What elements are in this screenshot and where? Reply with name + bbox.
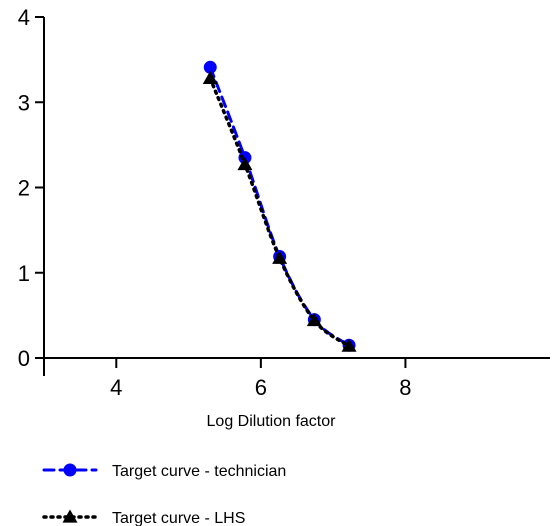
x-tick-label: 8 [399,375,411,400]
data-point [237,156,253,171]
y-tick-label: 1 [18,261,30,286]
axes: 0 1 2 3 4 4 6 8 [18,5,550,400]
data-point [341,338,357,352]
legend-marker [62,509,78,523]
x-axis-title: Log Dilution factor [207,413,337,430]
series-line [208,65,351,347]
data-point [306,312,322,327]
data-point [203,60,217,74]
data-point [202,70,218,85]
x-tick-label: 4 [110,375,122,400]
data-point [272,250,288,264]
x-tick-label: 6 [255,375,267,400]
y-tick-label: 0 [18,346,30,371]
series-line [208,76,351,348]
legend-item: Target curve - LHS [42,509,245,526]
series-1 [203,60,356,352]
legend: Target curve - technician Target curve - … [42,463,286,526]
series-2 [202,70,357,352]
y-tick-label: 4 [18,5,30,30]
legend-label: Target curve - LHS [112,510,245,526]
series-layer [202,60,357,352]
legend-marker [63,463,77,477]
legend-label: Target curve - technician [112,463,286,480]
y-tick-label: 3 [18,90,30,115]
legend-item: Target curve - technician [42,463,286,480]
y-tick-label: 2 [18,176,30,201]
